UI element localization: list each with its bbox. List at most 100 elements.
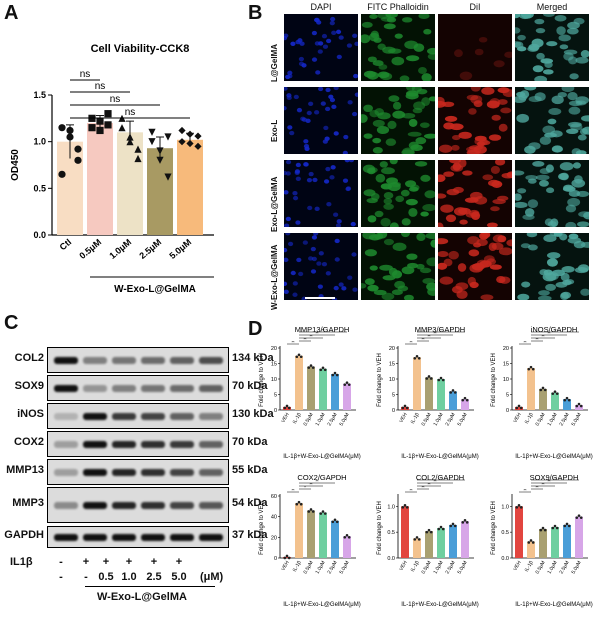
y-tick-label: 0.0	[387, 556, 395, 562]
data-point	[299, 355, 303, 359]
y-tick-label: 20	[271, 346, 277, 352]
cell-blob	[314, 41, 320, 46]
cell-blob	[325, 166, 331, 172]
y-tick-label: 1.0	[501, 504, 509, 510]
data-point	[517, 504, 521, 507]
data-point	[519, 406, 523, 410]
cell-blob	[423, 28, 432, 35]
cell-blob	[364, 249, 377, 257]
x-tick-label: 1.0μM	[433, 560, 445, 575]
cell-blob	[571, 148, 582, 156]
cell-blob	[524, 84, 537, 91]
bar-4	[449, 391, 457, 410]
data-point	[441, 378, 445, 382]
cell-blob	[458, 131, 472, 139]
cell-blob	[381, 167, 395, 175]
cell-blob	[346, 43, 353, 48]
bar-5	[343, 383, 351, 410]
significance-label: **	[541, 334, 545, 339]
chart-title: SOX9/GAPDH	[530, 473, 579, 482]
cell-blob	[511, 170, 525, 176]
cell-blob	[308, 171, 314, 177]
group-line	[85, 586, 215, 587]
y-tick-label: 10	[271, 377, 277, 383]
chart-title: Cell Viability-CCK8	[91, 43, 190, 55]
cell-blob	[574, 266, 589, 274]
bar-0	[401, 506, 409, 558]
significance-label: **	[535, 337, 539, 342]
cell-blob	[306, 177, 313, 183]
cell-blob	[506, 239, 518, 247]
data-point	[529, 365, 533, 369]
cell-blob	[385, 138, 397, 146]
bar-3	[319, 368, 327, 410]
dose-value: 1.0	[121, 571, 137, 583]
cell-blob	[304, 146, 310, 152]
cell-blob	[496, 195, 509, 201]
cell-blob	[422, 204, 437, 212]
panel-label-c: C	[4, 312, 19, 334]
cell-blob	[444, 115, 458, 122]
data-point	[295, 502, 299, 506]
x-tick-label: IL-1β	[292, 412, 303, 425]
cell-blob	[513, 201, 528, 209]
band	[83, 412, 107, 420]
cell-blob	[430, 239, 439, 248]
cell-blob	[567, 21, 580, 30]
band	[112, 533, 136, 541]
y-tick-label: 1.0	[33, 137, 46, 147]
band	[83, 440, 107, 448]
cell-blob	[298, 56, 304, 62]
data-point	[563, 524, 567, 528]
x-tick-label: 5.0μM	[457, 560, 469, 575]
cell-blob	[534, 75, 548, 84]
bar-5	[461, 521, 469, 558]
kda-label-col2: 134 kDa	[232, 352, 274, 364]
cell-blob	[369, 13, 378, 20]
band	[141, 384, 165, 392]
data-point	[531, 541, 535, 544]
cell-blob	[570, 123, 583, 131]
cell-blob	[421, 73, 432, 82]
bar-3	[437, 379, 445, 410]
bar-0	[401, 406, 409, 410]
data-point	[148, 138, 156, 146]
band	[141, 412, 165, 420]
bar-3	[551, 392, 559, 410]
data-point	[551, 392, 555, 395]
cell-blob	[493, 60, 505, 68]
cell-blob	[347, 275, 353, 280]
micrograph-l-gelma-1	[359, 11, 441, 82]
data-point	[577, 514, 581, 517]
cell-blob	[285, 171, 291, 176]
data-point	[555, 526, 559, 530]
cell-blob	[313, 231, 319, 236]
significance-label: **	[427, 482, 431, 487]
cell-blob	[411, 84, 422, 93]
cell-blob	[462, 170, 473, 176]
micrograph-l-gelma-2	[438, 14, 515, 81]
cell-blob	[299, 41, 305, 46]
cell-blob	[556, 26, 566, 36]
cell-blob	[352, 287, 358, 292]
bar-5	[575, 405, 583, 410]
data-point	[529, 539, 533, 542]
bar-2	[425, 377, 433, 410]
x-tick-label: IL-1β	[524, 560, 535, 573]
data-point	[517, 404, 521, 408]
y-axis-label: Fold change to VEH	[491, 501, 497, 555]
data-point	[565, 522, 569, 526]
cell-blob	[374, 210, 384, 218]
cell-blob	[502, 89, 516, 98]
blot-gapdh	[47, 526, 229, 548]
cell-blob	[342, 150, 348, 156]
cell-viability-chart: Cell Viability-CCK8 OD450 0.0 0.5 1.0 1.5 Ctl 0…	[10, 43, 214, 295]
micrograph-exo-l-2	[432, 83, 516, 156]
data-point	[575, 404, 579, 408]
cell-blob	[554, 14, 567, 22]
cell-blob	[357, 114, 368, 123]
cell-blob	[298, 271, 304, 277]
bar-4	[177, 139, 203, 235]
cell-blob	[567, 197, 581, 207]
cell-blob	[292, 292, 298, 297]
